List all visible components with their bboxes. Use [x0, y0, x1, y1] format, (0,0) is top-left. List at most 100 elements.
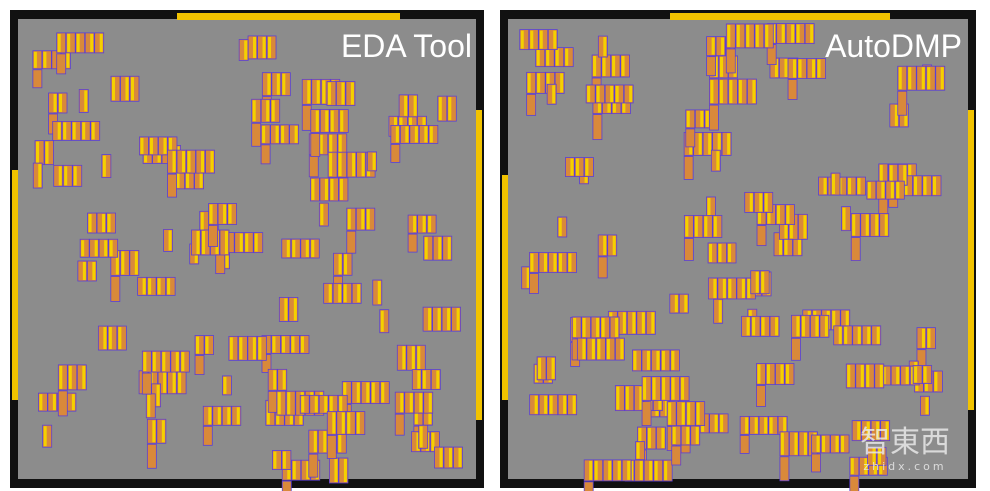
macro-pins [245, 233, 249, 252]
macro [407, 233, 418, 253]
macro [855, 363, 866, 389]
macro [749, 415, 760, 435]
macro-pins [311, 178, 315, 200]
macro-pins [142, 278, 146, 295]
macro [299, 335, 310, 354]
macro-pins [424, 237, 428, 260]
macro [586, 337, 597, 361]
macro-pins [84, 90, 88, 112]
macro-pins [774, 58, 778, 77]
macro-pins [612, 235, 616, 255]
macro-pins [551, 357, 555, 379]
macro [849, 475, 860, 491]
macro-pins [338, 153, 342, 177]
macro-pins [400, 393, 404, 413]
macro [758, 415, 769, 435]
macro-pins [319, 134, 323, 154]
macro [219, 229, 230, 256]
macro-pins [729, 80, 733, 104]
macro-pins [555, 48, 559, 66]
macro [194, 355, 205, 375]
macro [256, 335, 267, 361]
macro [327, 151, 338, 178]
macro [610, 54, 621, 78]
macro [332, 282, 343, 304]
panel-title: AutoDMP [825, 28, 962, 64]
macro-pins [687, 402, 691, 425]
macro-pins [671, 377, 675, 400]
macro [750, 270, 761, 295]
macro-pins [713, 216, 717, 237]
macro-pins [568, 253, 572, 272]
macro [110, 276, 121, 302]
macro [643, 459, 654, 482]
io-pins [670, 13, 890, 20]
macro-pins [543, 253, 547, 272]
macro-pins [553, 253, 557, 272]
macro-pins [714, 414, 718, 432]
macro-pins [786, 205, 790, 224]
macro-pins [904, 176, 908, 195]
macro [365, 207, 376, 231]
macro-pins [439, 448, 443, 468]
macro-pins [281, 336, 285, 353]
macro-pins [876, 421, 880, 440]
macro-pins [608, 460, 612, 480]
macro-pins [783, 417, 787, 434]
macro [787, 79, 798, 100]
macro [571, 316, 582, 339]
macro [441, 306, 452, 332]
macro-pins [746, 317, 750, 336]
macro [830, 172, 841, 196]
macro [355, 207, 366, 231]
macro [798, 431, 809, 457]
macro-pins [343, 382, 347, 403]
macro-pins [66, 51, 70, 68]
macro [811, 453, 821, 473]
macro [669, 293, 680, 314]
macro-pins [273, 451, 277, 469]
macro [756, 385, 766, 407]
macro [709, 104, 719, 131]
macro [833, 325, 844, 346]
macro [67, 364, 78, 391]
macro-pins [175, 352, 179, 372]
macro-pins [196, 336, 200, 354]
macro-pins [606, 339, 610, 360]
macro-pins [784, 58, 788, 77]
macro [670, 376, 680, 402]
macro [42, 424, 53, 448]
macro-pins [323, 431, 327, 453]
macro-pins [882, 366, 886, 384]
macro-pins [589, 460, 593, 480]
macro [336, 81, 346, 106]
macro [396, 344, 407, 371]
macro-pins [878, 448, 882, 465]
macro-pins [718, 243, 722, 262]
macro-pins [700, 110, 704, 127]
macro [916, 327, 927, 350]
macro [695, 401, 706, 427]
macro-pins [262, 36, 266, 58]
macro [251, 98, 262, 123]
macro [890, 365, 901, 386]
macro-pins [621, 56, 625, 77]
macro-pins [82, 261, 86, 280]
macro-pins [629, 85, 633, 102]
macro [646, 426, 657, 450]
macro [737, 78, 748, 105]
macro [360, 381, 371, 404]
macro [791, 337, 801, 361]
macro [671, 425, 682, 446]
macro [842, 325, 853, 346]
io-pins [968, 110, 974, 410]
macro-pins [537, 73, 541, 93]
macro [443, 446, 454, 469]
macro [411, 369, 422, 390]
macro-pins [149, 137, 153, 154]
macro-pins [558, 218, 562, 237]
macro [379, 309, 390, 334]
macro [87, 212, 97, 234]
macro-pins [268, 36, 272, 58]
macro [607, 234, 618, 257]
